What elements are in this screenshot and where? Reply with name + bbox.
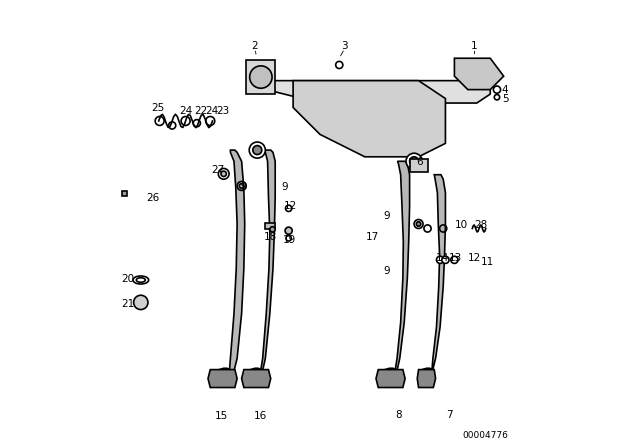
Circle shape (436, 256, 444, 263)
Bar (266, 223, 275, 229)
Circle shape (249, 142, 266, 158)
Polygon shape (208, 370, 237, 388)
Circle shape (451, 256, 458, 263)
Text: 2: 2 (252, 41, 259, 51)
Circle shape (406, 153, 422, 169)
Text: 20: 20 (122, 274, 135, 284)
Bar (122, 191, 127, 196)
Text: 11: 11 (481, 257, 493, 267)
Circle shape (414, 220, 423, 228)
Text: 7: 7 (447, 410, 453, 420)
Text: 23: 23 (216, 106, 229, 116)
Text: 17: 17 (366, 232, 380, 241)
Text: 19: 19 (283, 235, 296, 245)
Text: 24: 24 (205, 106, 218, 116)
Circle shape (416, 222, 421, 226)
Text: 24: 24 (179, 106, 192, 116)
Text: 15: 15 (215, 411, 228, 421)
Polygon shape (293, 81, 445, 157)
Polygon shape (454, 58, 504, 90)
Text: 25: 25 (151, 103, 164, 113)
Circle shape (221, 171, 227, 177)
Circle shape (253, 146, 262, 155)
Polygon shape (242, 370, 271, 388)
Text: 1: 1 (471, 41, 478, 51)
Text: 12: 12 (468, 253, 481, 263)
Text: 26: 26 (147, 193, 160, 203)
Circle shape (134, 295, 148, 310)
Circle shape (493, 86, 500, 93)
Text: 00004776: 00004776 (463, 431, 509, 440)
Circle shape (442, 256, 449, 263)
Text: 5: 5 (502, 94, 508, 103)
Text: 3: 3 (341, 41, 348, 51)
Bar (410, 159, 428, 172)
Ellipse shape (136, 278, 145, 282)
Polygon shape (248, 150, 275, 383)
Text: 4: 4 (502, 85, 508, 95)
Text: 16: 16 (254, 411, 267, 421)
Circle shape (239, 184, 244, 188)
Polygon shape (382, 161, 410, 383)
Circle shape (270, 227, 275, 232)
Circle shape (285, 227, 292, 234)
Text: 21: 21 (122, 299, 135, 309)
Text: 9: 9 (383, 266, 390, 276)
Polygon shape (266, 81, 490, 103)
Text: 14: 14 (436, 253, 449, 263)
Text: 9: 9 (282, 182, 289, 192)
Text: 22: 22 (195, 106, 208, 116)
Text: 28: 28 (475, 220, 488, 230)
Text: 27: 27 (211, 165, 225, 175)
Text: 10: 10 (454, 220, 468, 230)
Circle shape (250, 66, 272, 88)
Bar (246, 60, 275, 94)
Text: 9: 9 (383, 211, 390, 221)
Text: 12: 12 (284, 201, 297, 211)
Text: 9: 9 (241, 182, 247, 192)
Circle shape (410, 157, 419, 166)
Text: 6: 6 (416, 157, 423, 167)
Circle shape (336, 61, 343, 69)
Polygon shape (376, 370, 405, 388)
Polygon shape (419, 175, 445, 382)
Text: 18: 18 (264, 232, 277, 241)
Polygon shape (215, 150, 244, 385)
Polygon shape (417, 370, 436, 388)
Text: 13: 13 (449, 253, 462, 263)
Text: 8: 8 (395, 410, 402, 420)
Circle shape (218, 168, 229, 179)
